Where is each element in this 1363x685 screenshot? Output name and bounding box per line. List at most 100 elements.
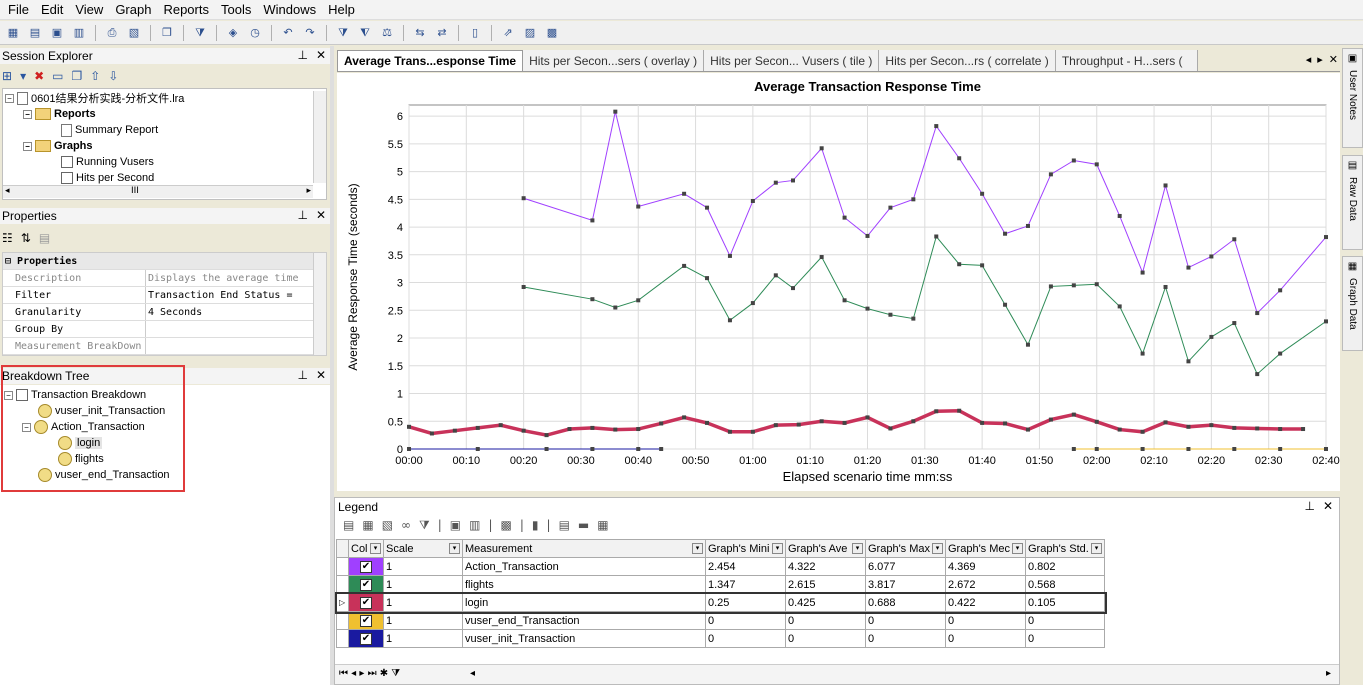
color-cell[interactable]: ✔	[348, 611, 384, 630]
clock-icon[interactable]: ◷	[250, 26, 260, 39]
delete-icon[interactable]: ✖	[34, 69, 45, 83]
filter-icon[interactable]: ⧩	[195, 25, 205, 39]
move-down-icon[interactable]: ⇩	[108, 69, 119, 83]
scroll-right-icon[interactable]: ▸	[306, 186, 311, 196]
tree-hits-per-second[interactable]: Hits per Second	[61, 170, 154, 186]
legend-find-icon[interactable]: ∞	[401, 518, 412, 532]
filter-clear-icon[interactable]: ⧨	[360, 25, 370, 39]
tab-prev-icon[interactable]: ◂	[1305, 53, 1312, 66]
save-icon[interactable]: ▣	[51, 26, 63, 39]
undo-icon[interactable]: ↶	[283, 26, 293, 39]
legend-tool-3-icon[interactable]: ▧	[381, 518, 394, 532]
col-header-max[interactable]: Graph's Max ▾	[865, 539, 946, 558]
col-header-std[interactable]: Graph's Std. ▾	[1025, 539, 1105, 558]
property-pages-icon[interactable]: ▤	[38, 231, 51, 245]
legend-tool-12-icon[interactable]: ▦	[597, 518, 609, 532]
tab-close-icon[interactable]: ✕	[1328, 53, 1338, 66]
dropdown-icon[interactable]: ▾	[1091, 543, 1102, 554]
properties-scrollbar[interactable]	[313, 253, 326, 355]
collapse-icon[interactable]: −	[22, 422, 31, 432]
legend-row[interactable]: ✔ 1 vuser_end_Transaction 0 0 0 0 0	[336, 611, 1105, 630]
redo-icon[interactable]: ↷	[305, 26, 315, 39]
swap-icon[interactable]: ⇄	[437, 26, 447, 39]
sort-az-icon[interactable]: ⇅	[20, 231, 31, 245]
prop-row-measurement-breakdown[interactable]: Measurement BreakDown	[3, 338, 313, 355]
categorized-icon[interactable]: ☷	[2, 231, 13, 245]
prop-row-description[interactable]: Description Displays the average time	[3, 270, 313, 287]
series-visible-checkbox[interactable]: ✔	[360, 561, 372, 573]
rename-icon[interactable]: ▭	[52, 69, 64, 83]
tree-reports[interactable]: − Reports	[23, 106, 96, 122]
series-visible-checkbox[interactable]: ✔	[360, 615, 372, 627]
legend-tool-10-icon[interactable]: ▤	[558, 518, 570, 532]
col-header-scale[interactable]: Scale ▾	[383, 539, 463, 558]
color-cell[interactable]: ✔	[348, 557, 384, 576]
col-header-median[interactable]: Graph's Mec ▾	[945, 539, 1026, 558]
menu-file[interactable]: File	[8, 2, 29, 17]
dropdown-icon[interactable]: ▾	[449, 543, 460, 554]
new-session-icon[interactable]: ▦	[7, 26, 19, 39]
menu-windows[interactable]: Windows	[263, 2, 317, 17]
copy-icon[interactable]: ❐	[162, 26, 172, 39]
collapse-icon[interactable]: −	[23, 141, 32, 151]
dropdown-icon[interactable]: ▾	[772, 543, 783, 554]
dropdown-icon[interactable]: ▾	[20, 69, 27, 83]
prop-value[interactable]: 4 Seconds	[148, 307, 203, 318]
legend-filter-icon[interactable]: ⧩	[419, 518, 430, 532]
tree-hscrollbar[interactable]: ◂ III ▸	[3, 185, 313, 198]
tab-hits-tile[interactable]: Hits per Secon... Vusers ( tile )	[704, 50, 880, 71]
graph-settings-icon[interactable]: ◈	[228, 26, 238, 39]
correlate-icon[interactable]: ⇆	[415, 26, 425, 39]
scroll-left-icon[interactable]: ◂	[470, 668, 476, 679]
tree-summary-report[interactable]: Summary Report	[61, 122, 158, 138]
menu-reports[interactable]: Reports	[163, 2, 209, 17]
legend-tool-6-icon[interactable]: ▣	[449, 518, 462, 532]
legend-tool-1-icon[interactable]: ▤	[343, 518, 355, 532]
graph-data-pane[interactable]: ▦ Graph Data	[1342, 256, 1363, 351]
color-cell[interactable]: ✔	[348, 629, 384, 648]
user-notes-pane[interactable]: ▣ User Notes	[1342, 48, 1363, 148]
filter-set-icon[interactable]: ⧩	[338, 25, 348, 39]
pin-icon[interactable]: ⊥	[297, 208, 308, 222]
legend-row[interactable]: ✔ 1 vuser_init_Transaction 0 0 0 0 0	[336, 629, 1105, 648]
collapse-icon[interactable]: −	[23, 109, 32, 119]
raw-data-pane[interactable]: ▤ Raw Data	[1342, 155, 1363, 250]
dropdown-icon[interactable]: ▾	[932, 543, 943, 554]
page-icon[interactable]: ▯	[471, 26, 479, 39]
legend-tool-8-icon[interactable]: ▩	[500, 518, 512, 532]
tab-average-transaction-response-time[interactable]: Average Trans...esponse Time	[337, 50, 524, 71]
export-icon[interactable]: ⇗	[503, 26, 513, 39]
col-header-min[interactable]: Graph's Mini ▾	[705, 539, 786, 558]
tree-file[interactable]: − 0601结果分析实践-分析文件.lra	[5, 90, 184, 106]
legend-tool-7-icon[interactable]: ▥	[469, 518, 481, 532]
legend-tool-2-icon[interactable]: ▦	[362, 518, 374, 532]
grid-icon[interactable]: ▥	[73, 26, 85, 39]
print-icon[interactable]: ⎙	[107, 25, 117, 39]
scroll-right-icon[interactable]: ▸	[1325, 668, 1331, 679]
series-visible-checkbox[interactable]: ✔	[360, 633, 372, 645]
tab-next-icon[interactable]: ▸	[1317, 53, 1323, 66]
pin-icon[interactable]: ⊥	[297, 48, 308, 62]
menu-tools[interactable]: Tools	[220, 2, 252, 17]
menu-help[interactable]: Help	[328, 2, 355, 17]
tab-hits-correlate[interactable]: Hits per Secon...rs ( correlate )	[879, 50, 1056, 71]
chart-icon[interactable]: ▨	[524, 26, 536, 39]
scroll-thumb[interactable]: III	[131, 186, 139, 196]
tree-graphs[interactable]: − Graphs	[23, 138, 93, 154]
pin-icon[interactable]: ⊥	[297, 368, 308, 382]
legend-tool-11-icon[interactable]: ▬	[577, 518, 590, 532]
add-icon[interactable]: ⊞	[2, 69, 13, 83]
series-visible-checkbox[interactable]: ✔	[360, 579, 372, 591]
color-cell[interactable]: ✔	[348, 593, 384, 612]
menu-view[interactable]: View	[75, 2, 104, 17]
legend-row[interactable]: ✔ 1 flights 1.347 2.615 3.817 2.672 0.568	[336, 575, 1105, 594]
legend-row[interactable]: ✔ 1 Action_Transaction 2.454 4.322 6.077 4.369…	[336, 557, 1105, 576]
close-icon[interactable]: ✕	[1322, 499, 1333, 513]
menu-graph[interactable]: Graph	[115, 2, 152, 17]
close-icon[interactable]: ✕	[315, 208, 326, 222]
tab-throughput[interactable]: Throughput - H...sers (	[1055, 50, 1198, 71]
move-up-icon[interactable]: ⇧	[90, 69, 101, 83]
series-visible-checkbox[interactable]: ✔	[360, 597, 372, 609]
prop-value[interactable]: Transaction End Status =	[148, 290, 293, 301]
prop-row-granularity[interactable]: Granularity 4 Seconds	[3, 304, 313, 321]
